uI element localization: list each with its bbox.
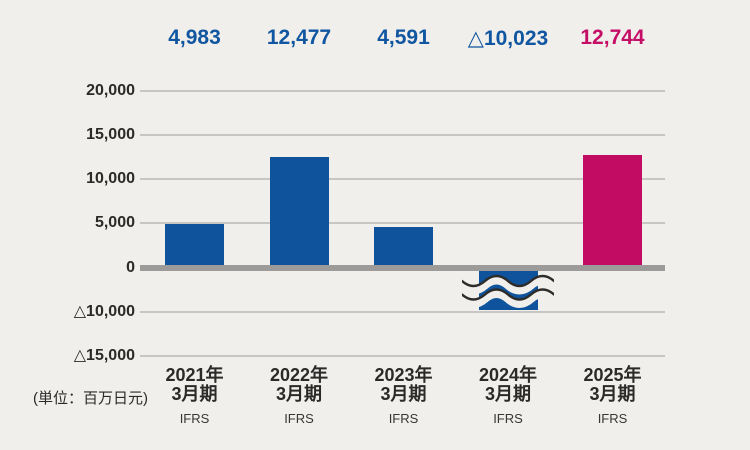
x-tick-label: 2024年 3月期 IFRS <box>448 365 568 427</box>
value-label: 4,591 <box>377 26 430 49</box>
bar <box>165 223 224 271</box>
x-tick-year: 2025年 <box>583 365 642 385</box>
x-tick-label: 2022年 3月期 IFRS <box>239 365 359 427</box>
x-tick-standard: IFRS <box>388 411 419 426</box>
x-tick-label: 2023年 3月期 IFRS <box>344 365 464 427</box>
y-tick-label: 20,000 <box>86 82 135 99</box>
x-tick-year: 2021年 <box>165 365 224 385</box>
x-tick-year: 2023年 <box>374 365 433 385</box>
x-tick-period: 3月期 <box>171 384 218 404</box>
bar <box>374 226 433 271</box>
x-tick-label: 2021年 3月期 IFRS <box>135 365 255 427</box>
x-tick-period: 3月期 <box>275 384 322 404</box>
y-tick-label: △10,000 <box>73 303 135 320</box>
x-tick-period: 3月期 <box>380 384 427 404</box>
value-label: 4,983 <box>168 26 221 49</box>
x-tick-period: 3月期 <box>484 384 531 404</box>
value-label: 12,477 <box>266 26 332 49</box>
gridline <box>140 134 665 136</box>
x-tick-standard: IFRS <box>493 411 523 426</box>
x-tick-year: 2022年 <box>269 365 329 385</box>
axis-break-icon <box>458 274 558 308</box>
x-tick-label: 2025年 3月期 IFRS <box>553 365 673 427</box>
y-tick-label: 0 <box>126 258 135 276</box>
bar <box>269 157 329 271</box>
x-tick-standard: IFRS <box>179 411 210 426</box>
gridline <box>140 221 665 224</box>
unit-label: (単位：百万日元) <box>33 390 148 407</box>
x-tick-standard: IFRS <box>284 411 314 426</box>
value-label: 12,744 <box>580 26 645 49</box>
y-tick-label: 10,000 <box>86 169 135 187</box>
gridline <box>140 311 665 313</box>
y-tick-label: △15,000 <box>73 347 135 364</box>
gridline <box>140 90 665 92</box>
value-label: △10,023 <box>467 27 549 50</box>
y-tick-label: 5,000 <box>94 213 135 231</box>
y-tick-label: 15,000 <box>86 126 135 143</box>
x-tick-period: 3月期 <box>589 384 636 404</box>
gridline <box>140 177 665 180</box>
zero-axis-line <box>140 264 665 271</box>
x-tick-standard: IFRS <box>597 411 628 426</box>
x-tick-year: 2024年 <box>478 365 538 385</box>
gridline <box>140 355 665 357</box>
bar <box>583 155 642 271</box>
